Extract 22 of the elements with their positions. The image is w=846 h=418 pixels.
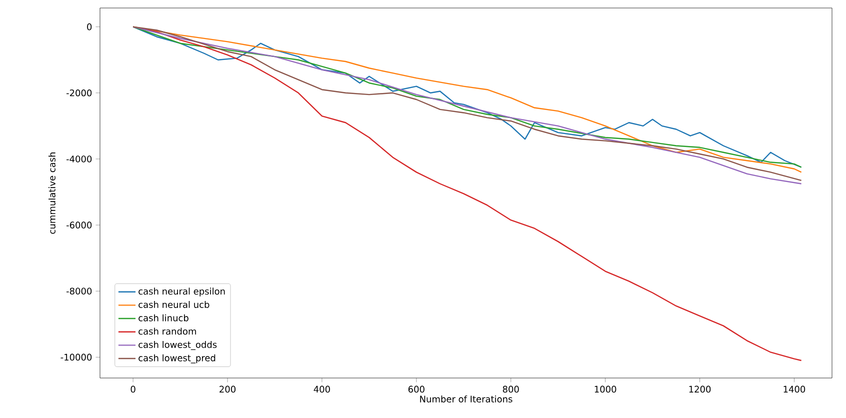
legend-label: cash linucb xyxy=(138,314,188,322)
legend-label: cash neural ucb xyxy=(138,301,210,308)
x-tick-label: 1400 xyxy=(784,386,806,393)
y-tick-label: -6000 xyxy=(66,222,92,228)
legend-label: cash lowest_odds xyxy=(138,341,217,350)
x-axis-title: Number of Iterations xyxy=(420,395,512,402)
x-tick-label: 1000 xyxy=(594,386,616,393)
y-tick-label: -8000 xyxy=(66,288,92,295)
x-tick-label: 1200 xyxy=(689,386,711,393)
legend-label: cash lowest_pred xyxy=(138,354,216,364)
x-tick-label: 600 xyxy=(408,386,424,393)
y-axis-title: cummulative cash xyxy=(48,152,56,234)
y-tick-label: -4000 xyxy=(66,156,92,162)
y-tick-label: 0 xyxy=(87,23,92,30)
y-tick-label: -2000 xyxy=(66,89,92,96)
y-tick-label: -10000 xyxy=(60,354,92,361)
legend-label: cash random xyxy=(138,328,196,335)
x-tick-label: 400 xyxy=(314,386,330,393)
x-tick-label: 0 xyxy=(130,386,136,393)
x-tick-label: 800 xyxy=(502,386,519,393)
legend-label: cash neural epsilon xyxy=(138,288,225,296)
x-tick-label: 200 xyxy=(220,386,236,393)
